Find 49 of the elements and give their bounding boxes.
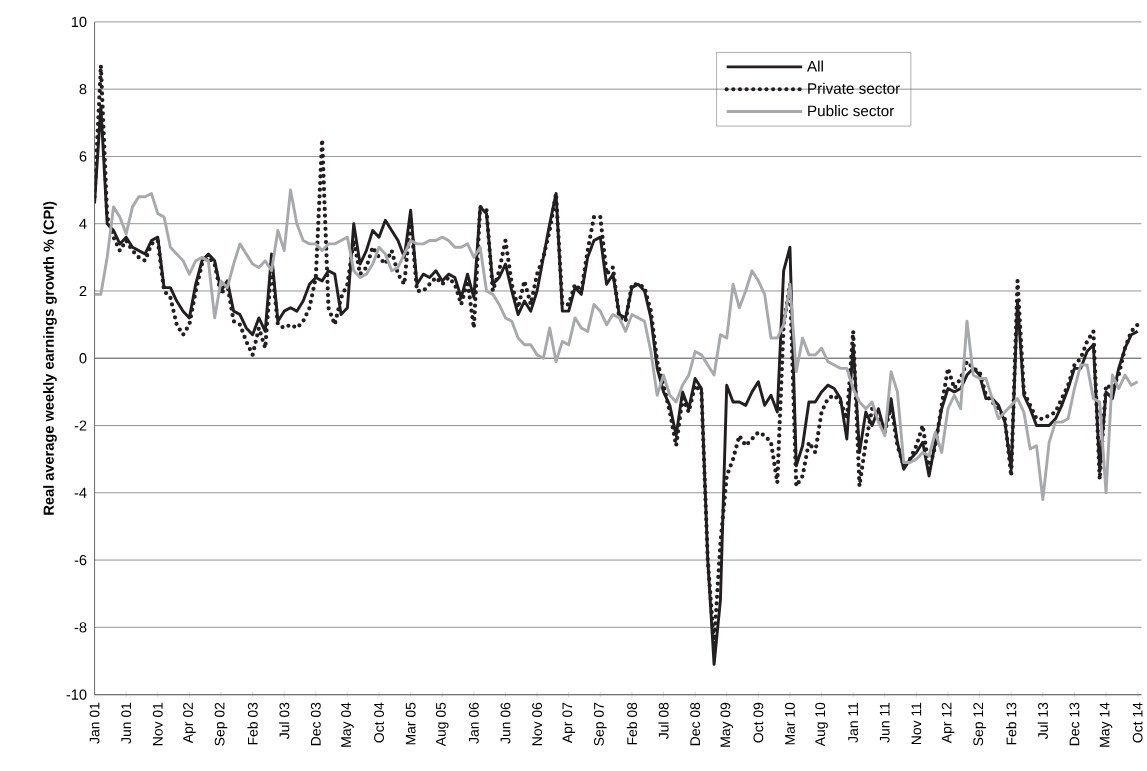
legend-label: Public sector <box>808 104 895 117</box>
x-tick-label: Aug 10 <box>815 702 828 747</box>
x-tick-label: Dec 03 <box>310 702 321 746</box>
x-tick-label: Nov 06 <box>532 702 543 746</box>
x-tick-label: Dec 13 <box>1069 702 1080 746</box>
x-tick-label: May 04 <box>341 702 354 747</box>
y-tick-label: 0 <box>79 352 87 364</box>
x-tick-label: Sep 07 <box>593 702 607 746</box>
x-tick-label: Jul 03 <box>279 702 290 739</box>
x-tick-label: Nov 01 <box>152 702 163 746</box>
y-tick-label: 8 <box>79 83 87 95</box>
y-axis-title: Real average weekly earnings growth % (CPI) <box>43 201 57 515</box>
y-tick-label: 6 <box>79 151 87 162</box>
y-tick-label: 4 <box>79 218 87 229</box>
y-tick-label: -8 <box>74 622 87 633</box>
x-tick-label: Dec 08 <box>690 702 701 746</box>
x-tick-label: May 14 <box>1099 702 1113 747</box>
x-tick-label: Feb 03 <box>247 702 258 745</box>
x-tick-label: Apr 02 <box>183 702 196 744</box>
y-tick-label: 2 <box>79 285 87 296</box>
x-tick-label: Jan 06 <box>468 702 479 744</box>
x-tick-label: Aug 05 <box>435 702 449 747</box>
x-tick-label: Oct 14 <box>1132 702 1143 743</box>
x-tick-label: Sep 02 <box>214 702 228 746</box>
x-tick-label: Jun 01 <box>121 702 132 744</box>
x-tick-label: Mar 10 <box>785 702 795 745</box>
x-tick-label: Oct 04 <box>374 702 384 743</box>
y-tick-label: -10 <box>66 689 87 700</box>
x-tick-label: Jan 11 <box>848 702 859 743</box>
x-tick-label: Jun 06 <box>500 702 511 744</box>
x-tick-label: Sep 12 <box>973 702 986 746</box>
y-tick-label: -6 <box>74 554 87 566</box>
x-tick-label: Jan 01 <box>89 702 100 744</box>
y-tick-label: 10 <box>71 16 87 27</box>
y-tick-label: -2 <box>74 420 87 431</box>
x-tick-label: Mar 05 <box>405 702 416 745</box>
x-tick-label: Oct 09 <box>753 702 764 743</box>
x-tick-label: Apr 07 <box>562 702 575 744</box>
x-tick-label: Feb 08 <box>626 702 638 745</box>
legend-label: All <box>806 60 823 72</box>
legend-label: Private sector <box>808 82 900 94</box>
x-tick-label: Jun 11 <box>879 702 890 743</box>
x-tick-label: Apr 12 <box>941 702 955 744</box>
x-tick-label: Nov 11 <box>911 702 922 744</box>
x-tick-label: May 09 <box>720 702 734 747</box>
x-tick-label: Jul 13 <box>1037 702 1048 739</box>
y-tick-label: -4 <box>74 487 87 498</box>
x-tick-label: Feb 13 <box>1006 702 1017 745</box>
x-tick-label: Jul 08 <box>658 702 669 739</box>
